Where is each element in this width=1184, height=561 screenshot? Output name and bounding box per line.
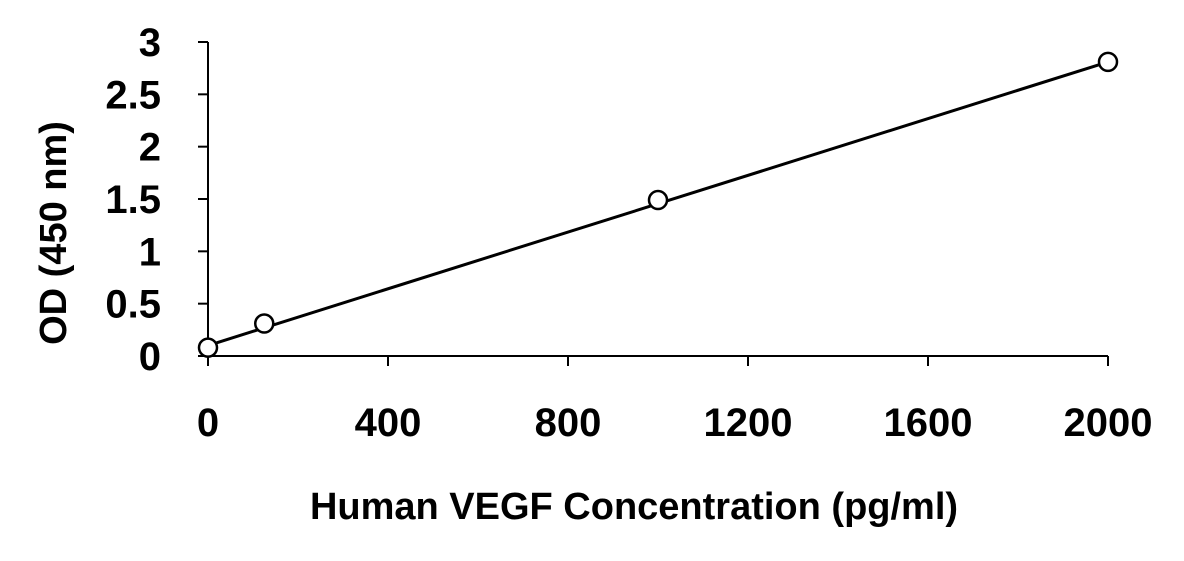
- x-tick-label: 1200: [704, 401, 793, 445]
- x-tick-label: 800: [535, 401, 602, 445]
- data-point-marker: [647, 189, 669, 211]
- x-axis-ticks: 0 400 800 1200 1600 2000: [197, 356, 1153, 445]
- y-tick-label: 1: [139, 230, 161, 274]
- x-tick-label: 400: [355, 401, 422, 445]
- data-points: [197, 51, 1119, 358]
- y-tick-label: 0: [139, 335, 161, 379]
- y-tick-label: 2: [139, 126, 161, 170]
- data-point-marker: [1097, 51, 1119, 73]
- x-axis-title: Human VEGF Concentration (pg/ml): [310, 486, 958, 528]
- y-axis-title: OD (450 nm): [33, 121, 75, 345]
- data-point-marker: [254, 313, 275, 334]
- y-tick-label: 3: [139, 21, 161, 65]
- x-tick-label: 1600: [884, 401, 973, 445]
- x-tick-label: 2000: [1064, 401, 1153, 445]
- y-tick-label: 1.5: [105, 178, 161, 222]
- x-tick-label: 0: [197, 401, 219, 445]
- y-axis-ticks: 0 0.5 1 1.5 2 2.5 3: [105, 21, 208, 379]
- y-tick-label: 0.5: [105, 283, 161, 327]
- y-tick-label: 2.5: [105, 73, 161, 117]
- data-point-marker: [197, 337, 219, 358]
